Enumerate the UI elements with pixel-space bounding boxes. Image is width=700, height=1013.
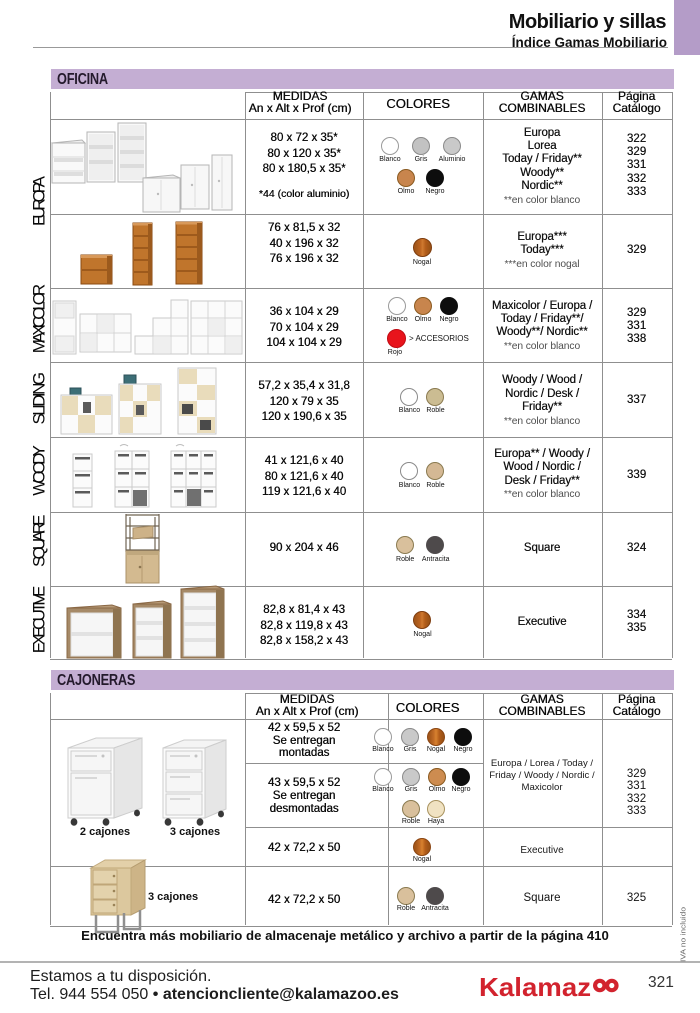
svg-text:MAXICOLOR: MAXICOLOR — [30, 284, 49, 353]
svg-text:Kalamaz: Kalamaz — [479, 972, 591, 1002]
svg-text:SLIDING: SLIDING — [30, 372, 49, 425]
svg-text:EUROPA: EUROPA — [30, 175, 49, 226]
svg-text:SQUARE: SQUARE — [30, 515, 49, 568]
svg-text:WOODY: WOODY — [30, 445, 49, 496]
svg-text:IVA no incluido: IVA no incluido — [681, 907, 688, 962]
svg-text:EXECUTIVE: EXECUTIVE — [30, 586, 49, 654]
